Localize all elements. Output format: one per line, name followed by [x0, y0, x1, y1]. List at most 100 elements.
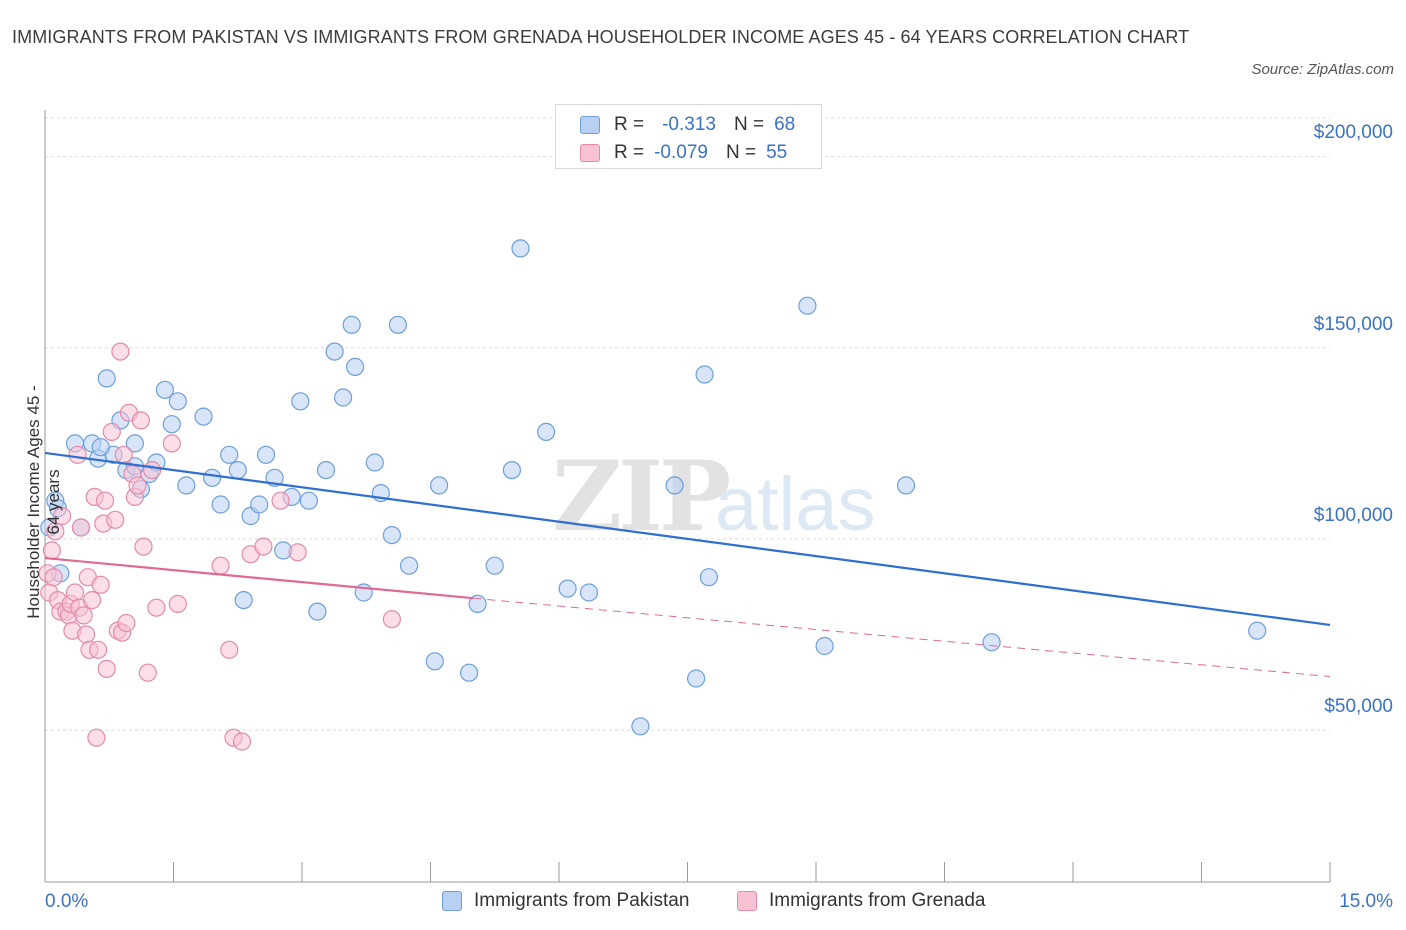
pakistan-point [250, 495, 269, 514]
grenada-point [138, 663, 157, 682]
grenada-point [288, 543, 307, 562]
pakistan-point [220, 445, 239, 464]
n-label: N = [725, 142, 757, 163]
grenada-point [134, 537, 153, 556]
chart-title: IMMIGRANTS FROM PAKISTAN VS IMMIGRANTS F… [12, 27, 1190, 47]
grenada-point [74, 606, 93, 625]
trend-lines [44, 451, 1331, 678]
pakistan-point [460, 663, 479, 682]
r-value-pakistan: -0.313 [662, 114, 716, 135]
legend-item-grenada: Immigrants from Grenada [737, 890, 985, 912]
pakistan-point [325, 342, 344, 361]
x-tick-label-min: 0.0% [45, 891, 89, 912]
grenada-point [82, 590, 102, 610]
pakistan-point [502, 461, 521, 480]
grenada-point [65, 583, 85, 602]
pakistan-point [631, 717, 650, 736]
pakistan-point [256, 445, 276, 464]
pakistan-point [162, 415, 181, 434]
grenada-point [111, 342, 130, 361]
legend-label-grenada: Immigrants from Grenada [769, 890, 986, 911]
grenada-point [131, 411, 150, 430]
grid-lines [45, 117, 1330, 731]
grenada-point [232, 732, 252, 751]
watermark-atlas: atlas [715, 462, 876, 547]
grenada-point [52, 506, 72, 526]
legend-row-pakistan: R = -0.313 N = 68 [580, 112, 795, 138]
watermark: ZIP atlas [552, 440, 876, 553]
grenada-point [271, 491, 290, 510]
y-tick-label: $200,000 [1313, 122, 1393, 143]
pakistan-point [228, 461, 247, 480]
grenada-point [211, 556, 230, 575]
grenada-point [106, 510, 125, 529]
pakistan-point [299, 491, 318, 510]
pakistan-point [579, 583, 599, 602]
legend-item-pakistan: Immigrants from Pakistan [442, 890, 689, 912]
pakistan-point [203, 468, 222, 487]
grenada-swatch [580, 144, 600, 162]
r-label: R = [614, 114, 645, 135]
pakistan-point [97, 369, 116, 388]
grenada-point [68, 445, 87, 464]
grenada-point [220, 640, 239, 659]
grenada-trend-extension [473, 597, 1331, 678]
source-label: Source: ZipAtlas.com [1251, 61, 1394, 78]
r-label: R = [614, 142, 645, 163]
pakistan-point [382, 525, 401, 545]
pakistan-point [168, 392, 187, 411]
grenada-point [95, 491, 115, 510]
grenada-point [91, 575, 110, 594]
pakistan-point [234, 590, 253, 610]
grenada-legend-swatch [737, 891, 757, 911]
y-tick-label: $50,000 [1324, 696, 1393, 717]
grenada-point [76, 625, 96, 644]
axes [44, 110, 1331, 883]
grenada-point [87, 728, 106, 747]
pakistan-point [695, 365, 714, 384]
pakistan-point [896, 476, 916, 495]
y-tick-label: $150,000 [1313, 314, 1393, 335]
grenada-point [117, 613, 136, 633]
pakistan-point [91, 438, 110, 457]
pakistan-point [425, 652, 444, 671]
pakistan-point [155, 380, 174, 399]
pakistan-point [316, 461, 336, 480]
pakistan-point [125, 434, 144, 453]
n-value-pakistan: 68 [774, 114, 796, 135]
pakistan-point [1248, 621, 1267, 640]
grenada-point [128, 476, 147, 495]
x-tick-label-max: 15.0% [1339, 891, 1393, 912]
series-grenada [38, 342, 401, 751]
pakistan-point [430, 476, 449, 495]
pakistan-trend-line [44, 451, 1331, 627]
grenada-point [168, 594, 187, 614]
pakistan-point [365, 453, 384, 472]
y-tick-label: $100,000 [1313, 505, 1393, 526]
series-pakistan [40, 239, 1267, 736]
pakistan-point [798, 296, 817, 315]
pakistan-point [468, 594, 487, 614]
pakistan-point [511, 239, 530, 258]
pakistan-point [815, 636, 834, 656]
pakistan-point [536, 422, 556, 441]
grenada-trend-line [44, 556, 474, 600]
pakistan-point [194, 407, 213, 426]
pakistan-point [699, 568, 719, 587]
pakistan-point [342, 315, 361, 334]
grenada-point [102, 422, 121, 441]
grenada-point [254, 537, 273, 556]
pakistan-point [291, 392, 310, 411]
y-axis-label: Householder Income Ages 45 - 64 years [24, 385, 63, 619]
pakistan-point [346, 357, 365, 376]
correlation-legend: R = -0.313 N = 68 R = -0.079 N = 55 [555, 104, 822, 169]
pakistan-swatch [580, 116, 600, 134]
grenada-point [71, 518, 91, 537]
grenada-point [46, 522, 65, 541]
grenada-point [162, 434, 181, 453]
grenada-point [88, 640, 108, 659]
pakistan-point [211, 495, 230, 514]
pakistan-point [982, 633, 1001, 652]
pakistan-point [485, 556, 504, 575]
